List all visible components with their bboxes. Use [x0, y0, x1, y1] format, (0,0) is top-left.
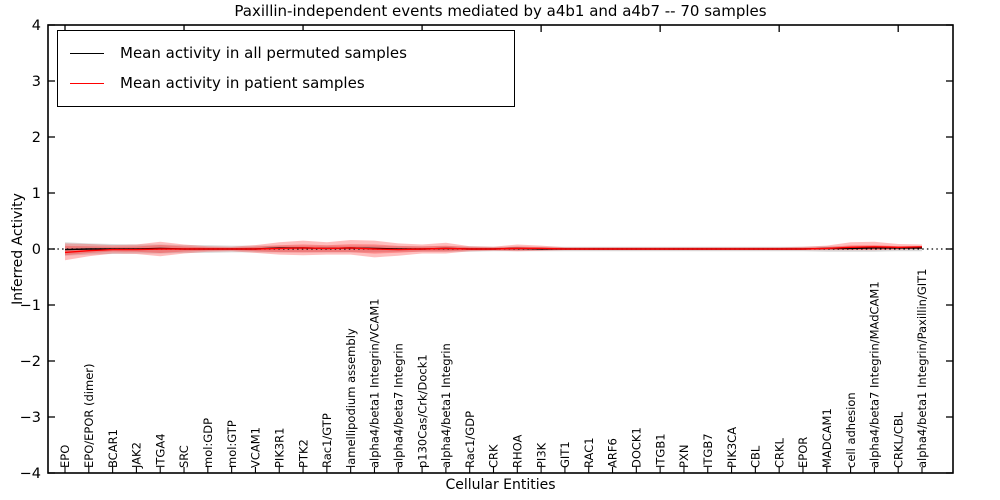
legend-entry-permuted: Mean activity in all permuted samples: [70, 38, 504, 68]
x-category-label: MADCAM1: [820, 408, 834, 468]
x-category-label: CRK: [487, 444, 501, 468]
y-axis-label: Inferred Activity: [10, 193, 26, 305]
x-category-label: Rac1/GTP: [320, 413, 334, 468]
x-category-label: VCAM1: [249, 427, 263, 468]
x-category-label: PI3K: [534, 442, 548, 468]
x-category-label: JAK2: [130, 442, 144, 469]
patient-mean-line: [64, 246, 923, 254]
x-category-label: CRKL: [772, 437, 786, 468]
x-category-label: CRKL/CBL: [891, 411, 905, 468]
y-tick-label: −3: [20, 410, 41, 426]
x-category-label: lamellipodium assembly: [344, 328, 358, 468]
x-category-label: RAC1: [582, 437, 596, 468]
x-category-label: alpha4/beta7 Integrin/MAdCAM1: [868, 281, 882, 468]
y-tick-label: −4: [20, 466, 41, 482]
permuted-line-sample-icon: [70, 52, 104, 54]
y-tick-label: 3: [32, 74, 41, 90]
x-category-label: mol:GTP: [225, 420, 239, 468]
x-category-label: mol:GDP: [201, 418, 215, 468]
x-category-label: ITGB7: [701, 433, 715, 468]
x-category-label: GIT1: [558, 441, 572, 468]
y-tick-label: 4: [32, 18, 41, 34]
patient-envelope-outer-band: [65, 240, 922, 261]
x-category-label: CBL: [749, 445, 763, 468]
x-category-label: ITGA4: [153, 433, 167, 468]
x-category-label: alpha4/beta7 Integrin: [392, 343, 406, 468]
y-tick-label: 0: [32, 242, 41, 258]
x-category-label: PXN: [677, 445, 691, 468]
y-tick-label: −1: [20, 298, 41, 314]
x-category-label: ITGB1: [653, 433, 667, 468]
x-category-label: alpha4/beta1 Integrin/Paxillin/GIT1: [915, 269, 929, 468]
x-category-label: cell adhesion: [844, 392, 858, 468]
x-category-label: Rac1/GDP: [463, 411, 477, 468]
x-category-label: alpha4/beta1 Integrin: [439, 343, 453, 468]
x-category-label: PTK2: [296, 439, 310, 468]
x-category-label: ARF6: [606, 438, 620, 468]
legend-label-permuted: Mean activity in all permuted samples: [120, 44, 407, 62]
legend-entry-patient: Mean activity in patient samples: [70, 68, 504, 98]
x-category-label: PIK3R1: [272, 428, 286, 469]
chart-title: Paxillin-independent events mediated by …: [234, 2, 767, 20]
x-category-label: PIK3CA: [725, 427, 739, 468]
patient-line-sample-icon: [70, 82, 104, 84]
y-tick-label: 2: [32, 130, 41, 146]
x-category-label: alpha4/beta1 Integrin/VCAM1: [368, 298, 382, 468]
x-category-label: BCAR1: [106, 429, 120, 468]
x-category-label: SRC: [177, 445, 191, 468]
legend: Mean activity in all permuted samples Me…: [57, 30, 515, 107]
x-category-label: p130Cas/Crk/Dock1: [415, 354, 429, 468]
x-axis-label: Cellular Entities: [445, 477, 556, 493]
x-category-label: RHOA: [511, 435, 525, 468]
x-category-label: DOCK1: [630, 427, 644, 468]
x-category-label: EPO/EPOR (dimer): [82, 364, 96, 469]
x-category-label: EPO: [58, 445, 72, 468]
x-category-label: EPOR: [796, 437, 810, 468]
y-tick-label: −2: [20, 354, 41, 370]
y-tick-label: 1: [32, 186, 41, 202]
legend-label-patient: Mean activity in patient samples: [120, 74, 365, 92]
